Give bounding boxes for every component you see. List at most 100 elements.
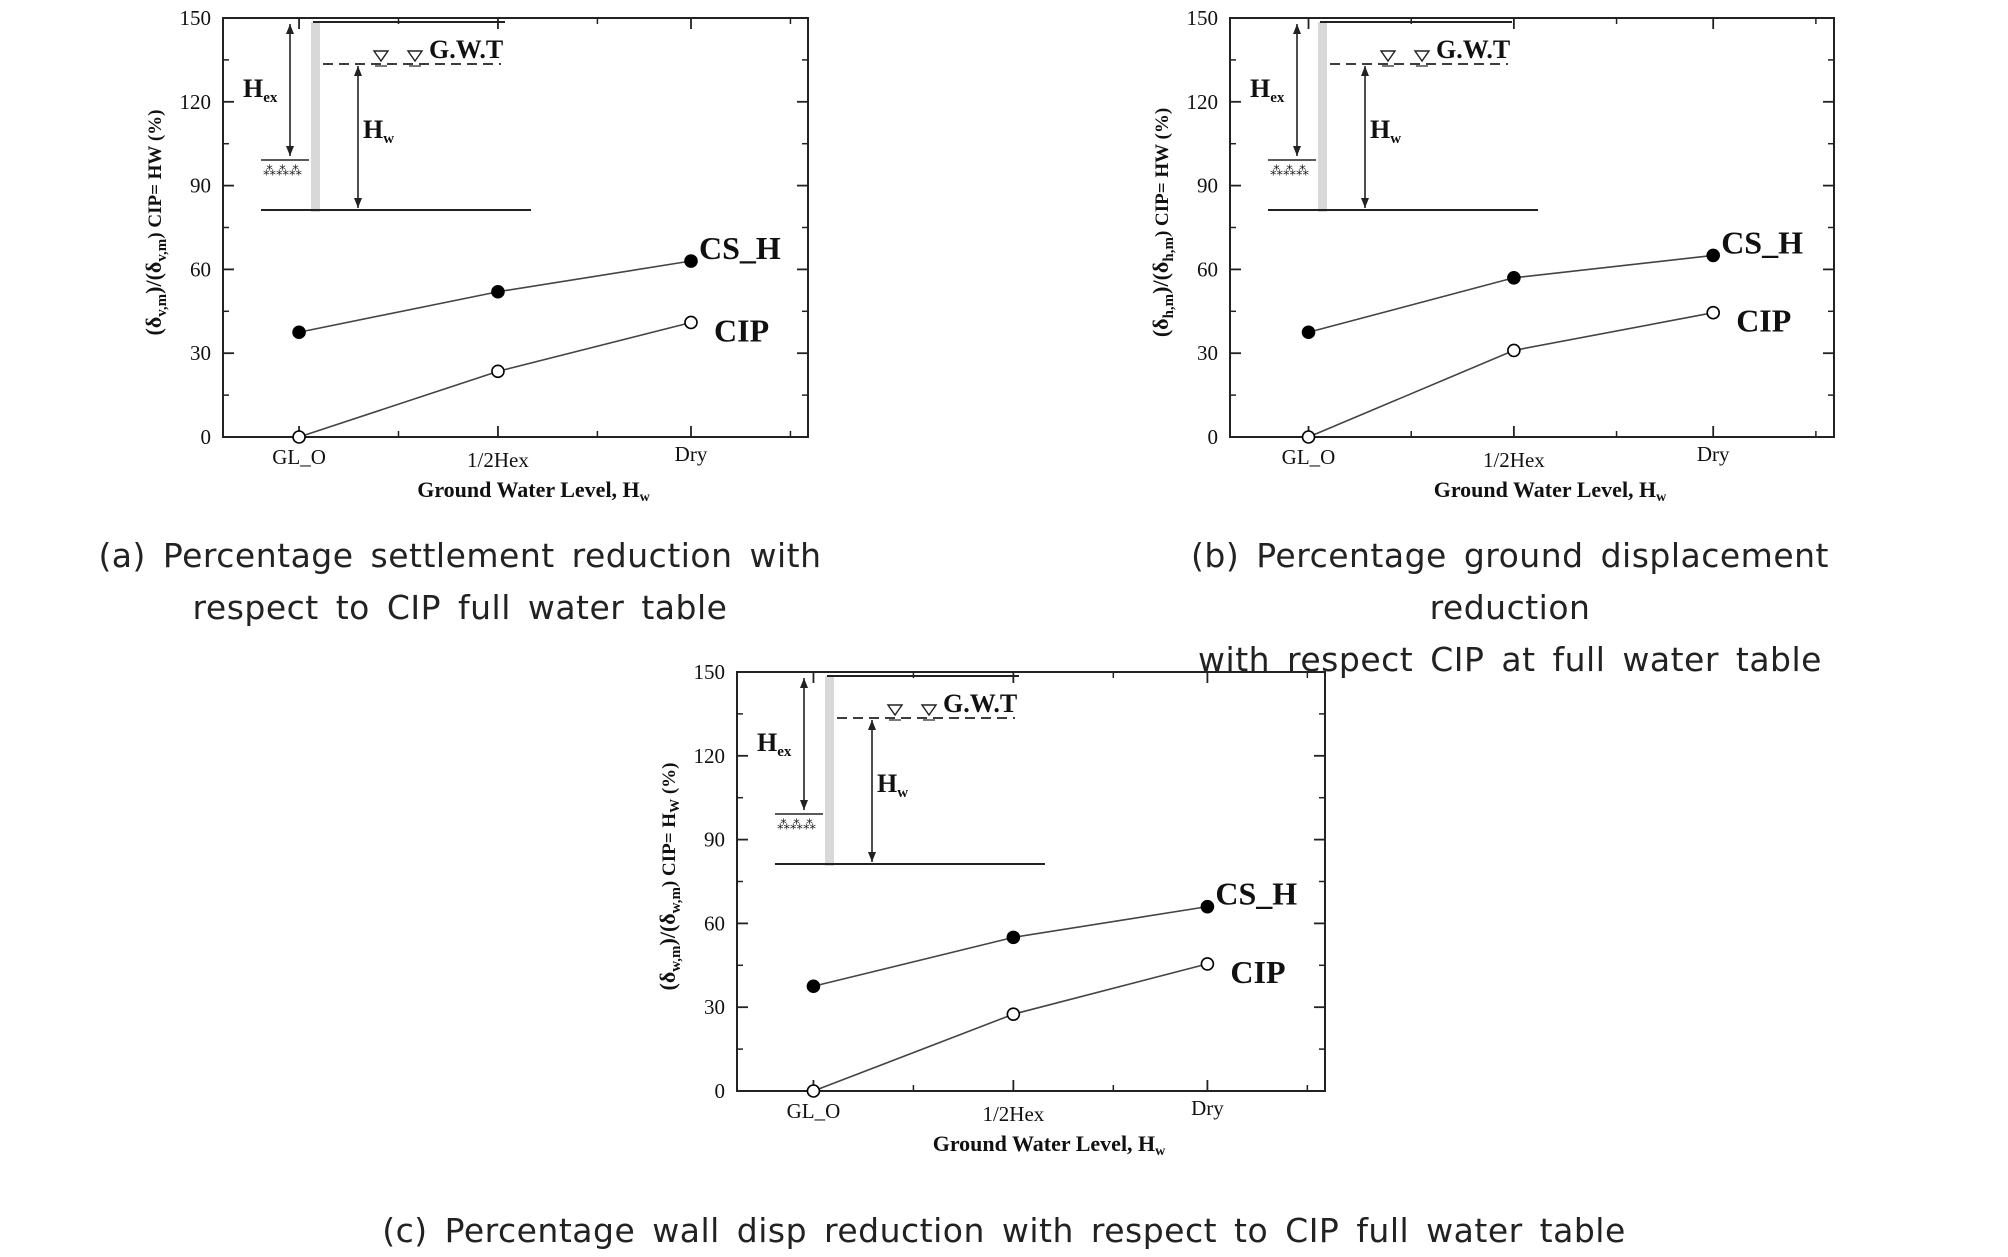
inset-hex-arrowhead-bottom-b	[1293, 146, 1301, 156]
y-tick-label-a-90: 90	[190, 174, 211, 198]
data-point-a-CIP-1	[491, 364, 505, 379]
chart-panel-c: 0 30 60 90 120 150 GL_O 1/2Hex Dry Ground Water L…	[0, 650, 2008, 1170]
series-line-b-CIP	[1308, 311, 1714, 438]
x-tick-label-a-0: GL_O	[272, 445, 326, 469]
inset-hex-arrowhead-top-b	[1293, 24, 1301, 34]
y-tick-label-b-0: 0	[1208, 425, 1219, 449]
y-axis-title-c: (δw,m)/(δw,m) CIP= HW (%)	[655, 763, 684, 991]
caption-b: (b) Percentage ground displacement reduc…	[1110, 530, 1910, 686]
data-point-b-CS_H-0	[1301, 325, 1316, 340]
inset-hex-arrowhead-top-c	[800, 678, 808, 688]
data-point-b-CS_H-1	[1507, 270, 1521, 285]
series-label-a-CIP: CIP	[714, 312, 769, 348]
data-point-c-CS_H-2	[1200, 899, 1215, 914]
chart-panel-a: 0 30 60 90 120 150 GL_O 1/2Hex Dry Ground Water L…	[0, 0, 1004, 520]
inset-hatch-c: ⁂⁂⁂	[777, 818, 816, 833]
series-line-a-CIP	[298, 321, 692, 438]
inset-wall-c	[825, 676, 834, 866]
caption-c-line-1: (c) Percentage wall disp reduction with …	[382, 1211, 1626, 1250]
inset-gwt-label-a: G.W.T	[429, 35, 503, 64]
y-tick-label-c-150: 150	[694, 660, 726, 684]
inset-sketch-c: ⁂⁂⁂ G.W.T Hex Hw	[757, 675, 1045, 866]
y-tick-label-b-90: 90	[1197, 174, 1218, 198]
y-tick-label-c-0: 0	[715, 1079, 726, 1103]
inset-hw-label-c: Hw	[877, 769, 908, 801]
chart-a-svg: 0 30 60 90 120 150 GL_O 1/2Hex Dry Ground Water L…	[141, 6, 809, 505]
y-tick-label-a-0: 0	[201, 425, 212, 449]
chart-panel-b: 0 30 60 90 120 150 GL_O 1/2Hex Dry Ground Water L…	[1004, 0, 2008, 520]
caption-c: (c) Percentage wall disp reduction with …	[300, 1205, 1708, 1257]
inset-hw-arrowhead-bottom-b	[1361, 198, 1369, 208]
x-axis-title-a: Ground Water Level, Hw	[417, 477, 650, 505]
series-label-a-CS_H: CS_H	[699, 230, 781, 266]
plot-frame-a	[222, 17, 809, 438]
data-point-c-CS_H-0	[806, 979, 821, 994]
inset-hw-label-b: Hw	[1370, 115, 1401, 147]
y-tick-label-a-150: 150	[180, 6, 212, 30]
y-axis-title-b: (δh,m)/(δh,m) CIP= HW (%)	[1148, 108, 1177, 337]
x-tick-label-b-1: 1/2Hex	[1483, 448, 1545, 472]
x-tick-label-c-0: GL_O	[787, 1099, 841, 1123]
inset-wall-b	[1318, 22, 1327, 212]
x-tick-label-a-1: 1/2Hex	[467, 448, 529, 472]
y-tick-label-b-60: 60	[1197, 257, 1218, 281]
inset-hex-arrowhead-bottom-a	[286, 146, 294, 156]
inset-hex-label-c: Hex	[757, 728, 792, 760]
data-point-c-CIP-2	[1200, 957, 1215, 971]
y-tick-label-b-120: 120	[1187, 90, 1219, 114]
caption-a-line-2: respect to CIP full water table	[192, 588, 728, 627]
y-tick-label-a-30: 30	[190, 341, 211, 365]
x-tick-label-a-2: Dry	[675, 442, 708, 466]
y-tick-label-c-90: 90	[704, 828, 725, 852]
x-axis-title-b: Ground Water Level, Hw	[1434, 477, 1667, 505]
x-tick-label-b-0: GL_O	[1282, 445, 1336, 469]
y-tick-label-c-60: 60	[704, 911, 725, 935]
inset-sketch-a: ⁂⁂⁂ G.W.T Hex Hw	[243, 21, 531, 212]
inset-hatch-b: ⁂⁂⁂	[1270, 164, 1309, 179]
data-point-b-CIP-0	[1301, 430, 1316, 444]
series-line-c-CIP	[813, 963, 1208, 1092]
inset-water-symbol-c-0	[886, 704, 904, 717]
series-label-b-CS_H: CS_H	[1721, 224, 1803, 260]
series-label-c-CIP: CIP	[1230, 954, 1285, 990]
caption-a: (a) Percentage settlement reduction with…	[80, 530, 840, 634]
inset-sketch-b: ⁂⁂⁂ G.W.T Hex Hw	[1250, 21, 1538, 212]
caption-a-line-1: (a) Percentage settlement reduction with	[98, 536, 822, 575]
inset-water-symbol-a-1	[406, 50, 424, 63]
y-tick-label-b-30: 30	[1197, 341, 1218, 365]
data-point-b-CIP-2	[1706, 305, 1721, 320]
series-label-b-CIP: CIP	[1736, 303, 1791, 339]
data-point-a-CS_H-1	[491, 284, 505, 299]
data-point-c-CS_H-1	[1006, 930, 1021, 945]
y-tick-label-c-120: 120	[694, 744, 726, 768]
inset-hatch-a: ⁂⁂⁂	[263, 164, 302, 179]
inset-hw-arrowhead-top-a	[354, 66, 362, 76]
chart-b-svg: 0 30 60 90 120 150 GL_O 1/2Hex Dry Ground Water L…	[1148, 6, 1835, 505]
inset-water-symbol-c-1	[920, 704, 938, 717]
x-tick-label-b-2: Dry	[1697, 442, 1730, 466]
inset-hw-arrowhead-top-c	[868, 720, 876, 730]
y-tick-label-c-30: 30	[704, 995, 725, 1019]
chart-c-svg: 0 30 60 90 120 150 GL_O 1/2Hex Dry Ground Water L…	[655, 660, 1326, 1159]
data-point-c-CIP-1	[1006, 1007, 1021, 1021]
y-tick-label-a-120: 120	[180, 90, 212, 114]
y-tick-label-b-150: 150	[1187, 6, 1219, 30]
inset-hex-arrowhead-bottom-c	[800, 800, 808, 810]
series-line-b-CS_H	[1308, 254, 1714, 334]
data-point-a-CIP-0	[292, 430, 306, 444]
inset-hex-arrowhead-top-a	[286, 24, 294, 34]
y-axis-title-a: (δv,m)/(δv,m) CIP= HW (%)	[141, 110, 170, 336]
inset-hw-arrowhead-bottom-a	[354, 198, 362, 208]
inset-wall-a	[311, 22, 320, 212]
inset-gwt-label-c: G.W.T	[943, 689, 1017, 718]
inset-hex-label-a: Hex	[243, 74, 278, 106]
series-label-c-CS_H: CS_H	[1215, 876, 1297, 912]
inset-hw-arrowhead-top-b	[1361, 66, 1369, 76]
inset-water-symbol-b-1	[1413, 50, 1431, 63]
y-tick-label-a-60: 60	[190, 257, 211, 281]
series-line-c-CS_H	[813, 905, 1208, 988]
data-point-b-CS_H-2	[1706, 248, 1721, 263]
data-point-a-CS_H-0	[292, 325, 306, 340]
inset-water-symbol-b-0	[1379, 50, 1397, 63]
x-tick-label-c-2: Dry	[1191, 1096, 1224, 1120]
